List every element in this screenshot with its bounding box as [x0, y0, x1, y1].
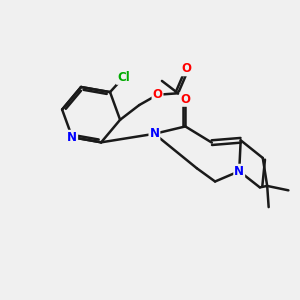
- Text: O: O: [182, 62, 191, 75]
- Text: Cl: Cl: [117, 71, 130, 84]
- Text: N: N: [149, 127, 159, 140]
- Text: O: O: [152, 88, 163, 101]
- Text: N: N: [234, 165, 244, 178]
- Text: N: N: [67, 131, 77, 144]
- Text: O: O: [180, 93, 190, 106]
